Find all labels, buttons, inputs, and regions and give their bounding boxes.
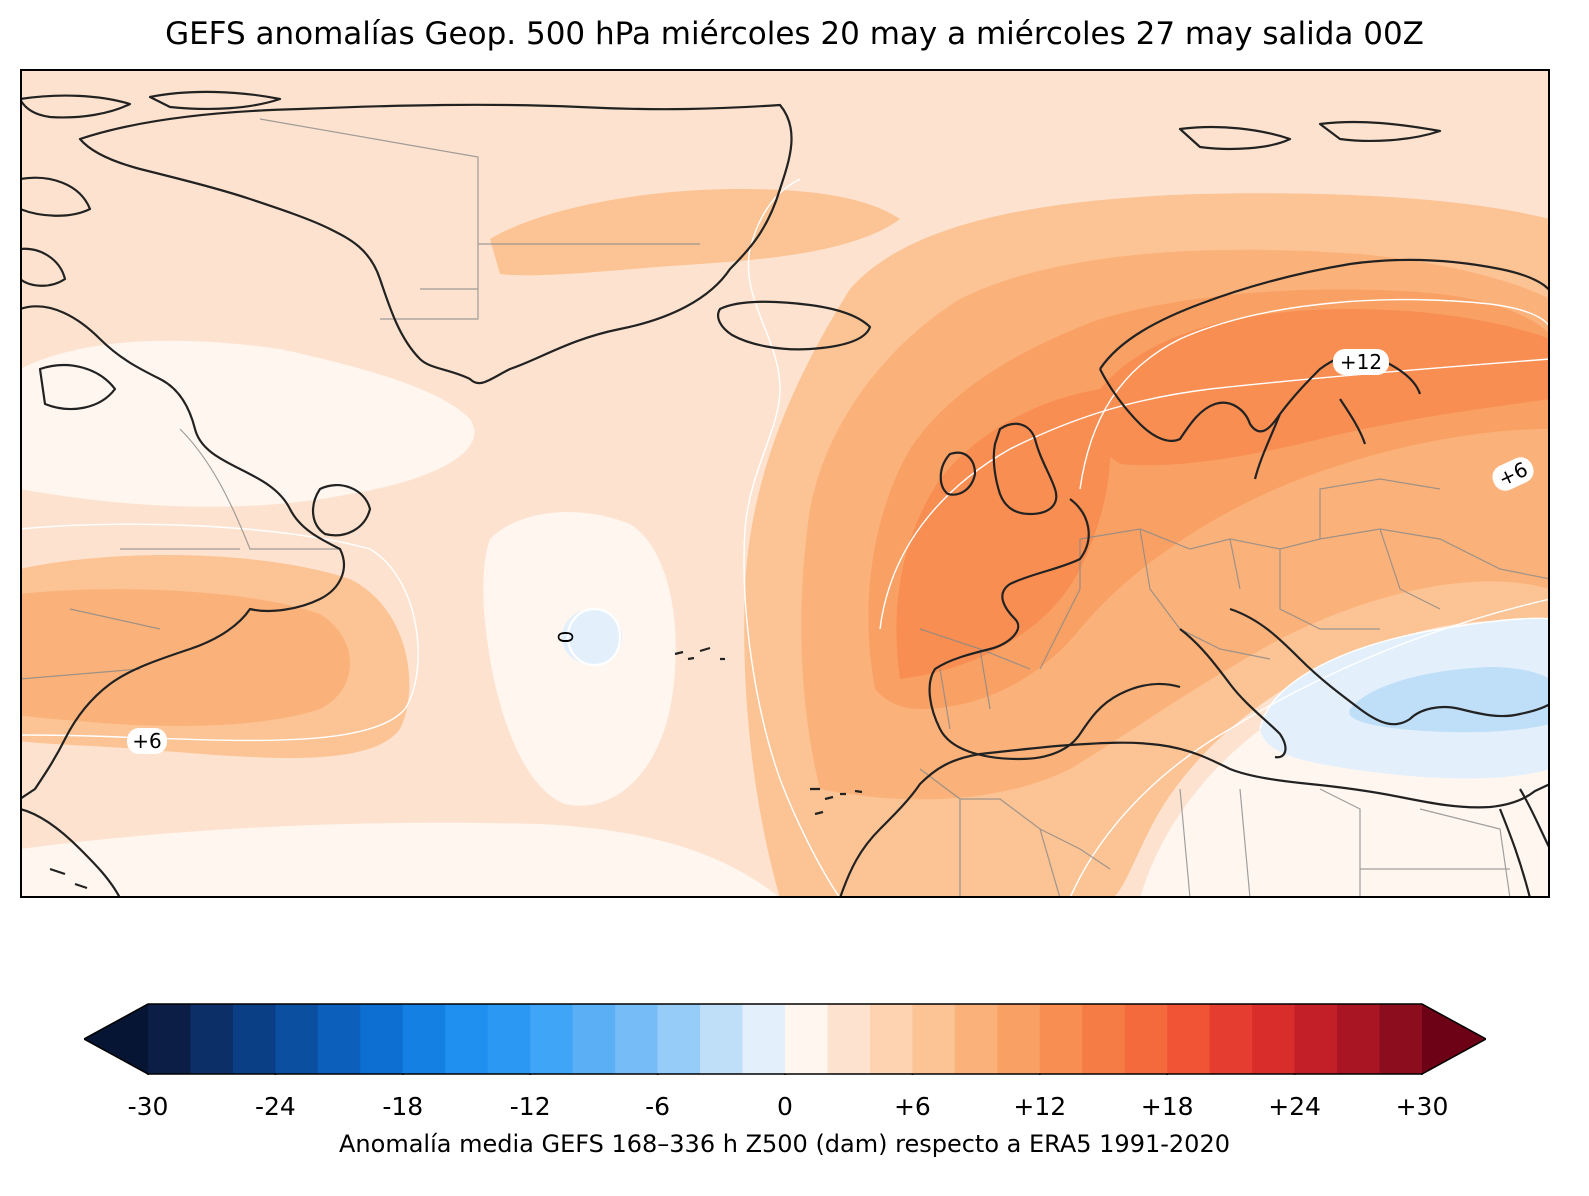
contour-line-6-west [20,523,419,742]
colorbar-segment [360,1004,404,1074]
coastline-caribbean [20,807,121,898]
colorbar-segment [997,1004,1041,1074]
colorbar-segment [954,1004,998,1074]
contour-label-bg-plus6-east [1492,457,1534,491]
colorbar-segment [275,1004,319,1074]
coastline-canaries [810,787,863,816]
coastline-iberia-france [928,498,1181,761]
anomaly-band-core-scandinavia [1094,309,1550,466]
contour-label-bg-plus6-west [127,728,167,754]
colorbar-segment [1379,1004,1423,1074]
colorbar-segment [869,1004,913,1074]
colorbar-segment [615,1004,659,1074]
contour-label-plus6-west: +6 [132,729,161,753]
colorbar-segment [232,1004,276,1074]
colorbar-segment [657,1004,701,1074]
colorbar-tick-label: -18 [382,1092,424,1121]
coastline-hudson [38,364,117,411]
colorbar-tick-label: 0 [777,1092,793,1121]
colorbar-tick-label: +24 [1268,1092,1321,1121]
contour-line-6-south [1069,598,1550,898]
colorbar-segment [1082,1004,1126,1074]
colorbar-segment [912,1004,956,1074]
colorbar-tick-label: -6 [645,1092,671,1121]
colorbar-segment [1039,1004,1083,1074]
coastlines [20,90,1550,898]
colorbar-segment [1294,1004,1338,1074]
anomaly-field [20,69,1550,898]
coastline-greenland [78,103,793,385]
contour-line-0-med [1259,617,1550,730]
coastline-red-sea [1498,788,1550,898]
colorbar-segment [487,1004,531,1074]
colorbar-extend-over [1422,1004,1486,1074]
colorbar-tick-label: +6 [893,1092,931,1121]
chart-title: GEFS anomalías Geop. 500 hPa miércoles 2… [165,16,1424,52]
coastline-north-america [20,305,345,800]
colorbar-segment [530,1004,574,1074]
colorbar-segments [148,1004,1423,1074]
border-canada-grid [20,428,340,680]
anomaly-band-moderate-greenland [490,189,900,276]
anomaly-band-high-west [20,589,350,726]
colorbar-segment [785,1004,829,1074]
coastline-azores [674,646,725,661]
contour-line-6-east [743,178,841,898]
contour-line-0 [566,607,622,667]
coastline-italy-balkans [1179,607,1550,759]
colorbar-segment [1209,1004,1253,1074]
contour-label-plus12: +12 [1340,350,1382,374]
colorbar-segment [1252,1004,1296,1074]
colorbar-segment [1337,1004,1381,1074]
coastline-iceland [716,300,872,351]
coastline-arctic-islands [20,90,282,287]
colorbar-tick-label: +18 [1140,1092,1194,1121]
coastline-newfoundland [312,484,372,537]
colorbar-segment [317,1004,361,1074]
political-borders [20,118,1550,898]
colorbar-tick-label: -30 [127,1092,169,1121]
anomaly-band-negative-azores [562,609,622,665]
anomaly-band-core [896,389,1111,679]
colorbar-tick-label: -12 [509,1092,551,1121]
colorbar-extend-under [84,1004,148,1074]
colorbar-segment [572,1004,616,1074]
colorbar-tick-label: +30 [1395,1092,1449,1121]
anomaly-band-weak-south [20,822,780,898]
colorbar-segment [402,1004,446,1074]
border-north-africa [919,768,1511,898]
colorbar-tick-marks [147,1074,1423,1075]
contour-label-zero: 0 [553,631,577,644]
map-frame [20,69,1550,898]
colorbar-segment [148,1004,192,1074]
map-panel: +12 +6 +6 0 [20,69,1550,898]
colorbar-tick-label: +12 [1013,1092,1067,1121]
coastline-arctic-east [1178,120,1442,151]
anomaly-map: +12 +6 +6 0 [20,69,1550,898]
contour-label-bg-plus12 [1333,349,1389,375]
colorbar-segment [445,1004,489,1074]
colorbar-label: Anomalía media GEFS 168–336 h Z500 (dam)… [339,1130,1230,1158]
border-greenland-admin [259,118,700,320]
anomaly-band-weak-north [20,340,475,507]
colorbar-segment [1167,1004,1211,1074]
contour-line-12 [1079,298,1550,490]
colorbar-segment [1124,1004,1168,1074]
colorbar-segment [742,1004,786,1074]
contour-label-group: +12 +6 +6 0 [127,349,1534,754]
coastline-scandinavia [1099,258,1550,480]
coastline-british-isles [939,422,1058,516]
colorbar-segment [700,1004,744,1074]
colorbar [84,1003,1486,1075]
colorbar-segment [190,1004,234,1074]
colorbar-segment [827,1004,871,1074]
colorbar-tick-label: -24 [254,1092,296,1121]
coastline-africa-north [838,741,1550,898]
